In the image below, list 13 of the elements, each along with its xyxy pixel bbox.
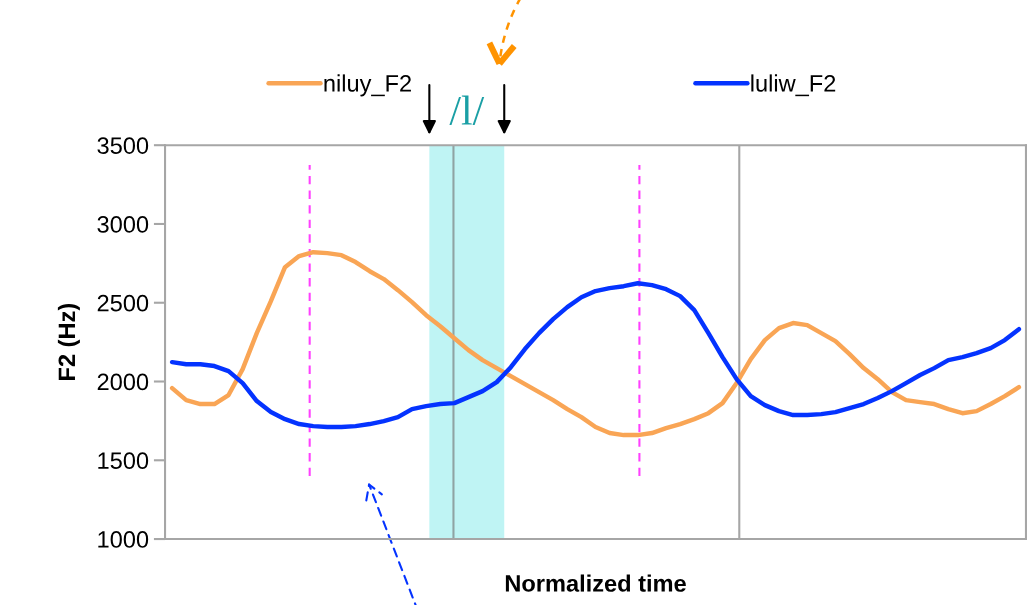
y-axis-title: F2 (Hz) [57,303,80,380]
y-tick-label: 3500 [97,137,149,154]
line-series [169,249,1022,438]
text: /l/ [449,95,485,125]
x-axis-title: Normalized time [505,574,686,592]
y-tick-label: 1500 [98,452,149,470]
y-tick-label: 2000 [97,373,149,391]
y-tick-label: 2500 [97,294,149,312]
legend-label: niluy_F2 [324,74,411,97]
legend-label: luliw_F2 [751,74,836,97]
y-tick-label: 3000 [97,216,149,233]
y-tick-label: 1000 [98,531,149,548]
line-series [169,280,1022,430]
